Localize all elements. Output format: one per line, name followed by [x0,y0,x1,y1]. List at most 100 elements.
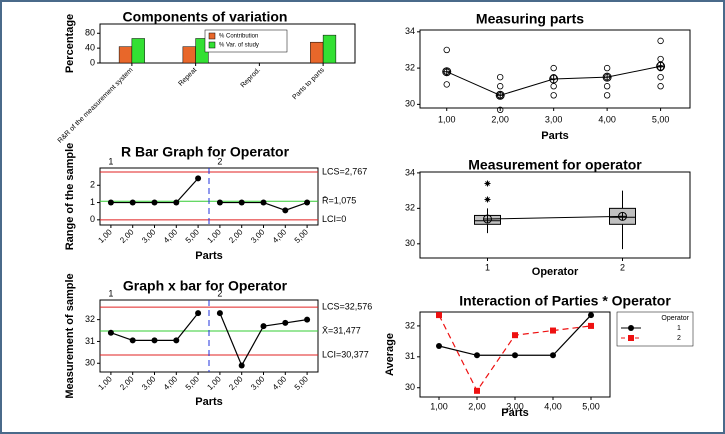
data-point [436,312,442,319]
legend-swatch [208,32,216,40]
x-tick-label: 4,00 [598,114,616,124]
y-axis-label: Average [384,333,396,376]
data-point [603,64,611,72]
y-tick-label: 1 [90,197,95,207]
group-label: 2 [217,288,222,298]
legend-swatch [208,41,216,49]
reference-label: R̄=1,075 [322,196,356,206]
data-point [216,199,223,206]
mean-line [487,215,623,220]
data-point [474,352,480,359]
data-point [238,199,245,206]
data-point [657,37,664,45]
data-point [512,352,518,359]
data-point [107,199,114,206]
group-label: 2 [217,156,222,166]
data-point [260,199,267,206]
x-axis-label: Parts [195,250,223,262]
x-axis-label: Parts [501,407,529,419]
plot-frame [419,171,691,259]
data-point [173,337,180,344]
data-point [603,83,611,90]
y-tick-label: 32 [405,62,415,72]
legend-marker [628,335,634,341]
y-tick-label: 0 [90,214,95,224]
data-point [512,332,518,339]
data-point [588,312,594,319]
legend-label: % Var. of study [219,43,259,49]
data-point [496,73,504,81]
x-axis-label: Parts [195,396,223,408]
data-point [304,199,311,206]
x-tick-label: 2,00 [491,114,509,124]
legend-box [204,29,288,53]
data-point [496,83,504,90]
x-axis-label: Parts [541,130,569,142]
chart-title: Graph x bar for Operator [123,278,288,294]
group-label: 1 [108,288,113,298]
data-point [129,199,136,206]
data-point [260,323,267,330]
x-tick-label: 1,00 [430,401,448,411]
data-point [550,64,557,72]
chart-title: Measuring parts [476,11,584,27]
plot-frame [99,23,356,64]
y-tick-label: 30 [85,358,95,368]
legend-label: 1 [677,325,681,332]
y-tick-label: 32 [85,314,95,324]
x-tick-label: 5,00 [652,114,670,124]
y-tick-label: 0 [90,57,95,67]
data-point [173,199,180,206]
reference-label: X̄=31,477 [322,325,361,335]
x-tick-label: 3,00 [545,114,563,124]
y-tick-label: 30 [405,382,415,392]
data-point [550,92,557,99]
x-axis-label: Operator [532,266,579,278]
bar [131,38,145,64]
bar [118,46,133,64]
chart-title: R Bar Graph for Operator [121,144,290,160]
data-point [107,329,114,336]
data-point [282,319,289,326]
reference-label: LCI=30,377 [322,349,369,359]
reference-label: LCI=0 [322,214,346,224]
data-point [657,73,664,81]
x-tick-label: 3,00 [506,401,524,411]
reference-label: LCS=32,576 [322,301,372,311]
bar [322,34,337,64]
data-point [195,310,202,317]
y-tick-label: 32 [405,203,415,213]
data-point [151,337,158,344]
legend-marker [628,325,634,331]
plot-frame [419,29,691,109]
y-tick-label: 31 [405,351,415,361]
data-point [129,337,136,344]
data-point [550,352,556,359]
data-point [436,343,442,349]
outlier [484,180,491,187]
y-tick-label: 40 [85,43,95,53]
data-point [603,92,611,99]
data-point [443,46,450,54]
data-point [443,81,450,88]
chart-title: Measurement for operator [468,157,642,173]
y-tick-label: 31 [85,336,95,346]
legend-title: Operator [661,315,689,322]
y-tick-label: 2 [90,180,95,190]
y-tick-label: 32 [405,320,415,330]
y-axis-label: Measurement of sample [64,273,76,398]
y-tick-label: 34 [405,26,415,36]
group-label: 1 [108,156,113,166]
data-point [496,106,504,114]
y-tick-label: 30 [405,238,415,248]
bar [182,46,196,64]
data-point [588,322,594,329]
data-point [657,83,664,90]
x-tick-label: 1,00 [438,114,456,124]
y-tick-label: 34 [405,167,415,177]
y-tick-label: 30 [405,99,415,109]
legend-label: 2 [677,335,681,342]
data-point [195,175,202,182]
data-point [238,362,245,369]
